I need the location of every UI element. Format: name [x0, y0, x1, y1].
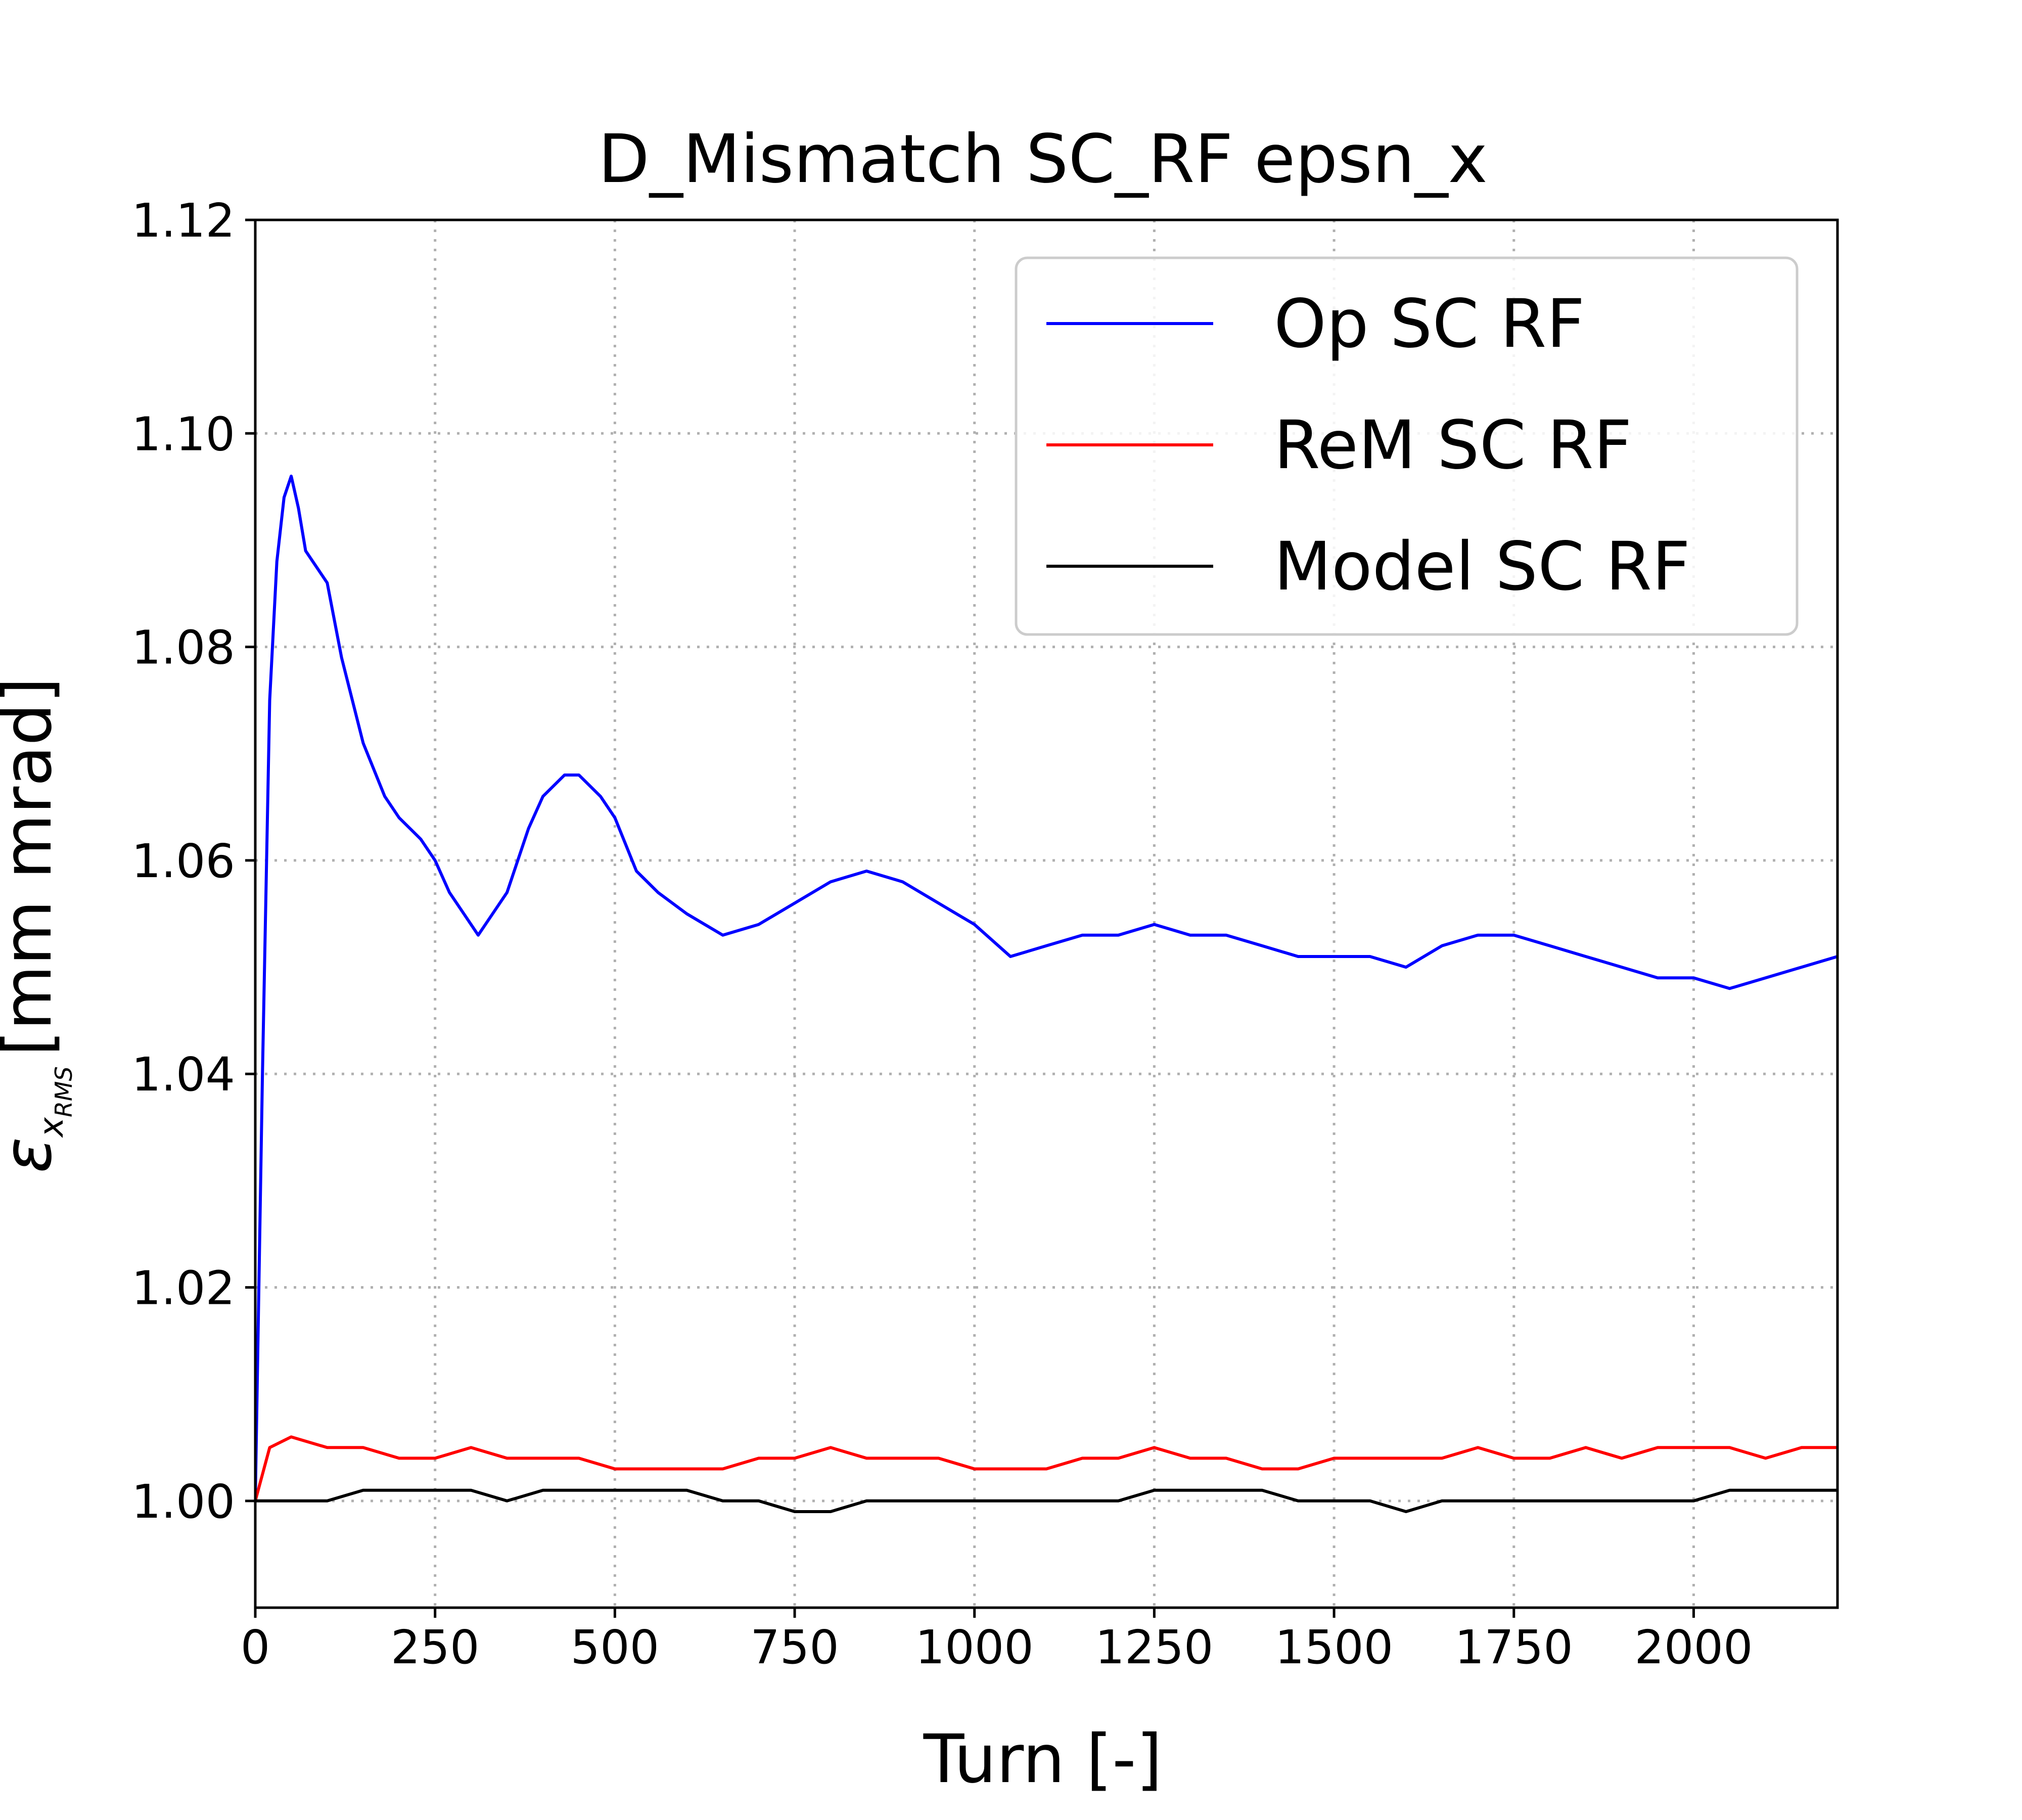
x-tick-label: 0 [241, 1620, 270, 1674]
series-line-op-sc-rf [255, 474, 1837, 1501]
y-axis-label-subscript: x [32, 1117, 71, 1138]
y-tick-label: 1.08 [131, 621, 235, 675]
x-tick-label: 500 [571, 1620, 660, 1674]
plot-frame [254, 218, 1839, 1609]
y-tick-label: 1.06 [131, 834, 235, 888]
x-tick-label: 1500 [1275, 1620, 1393, 1674]
x-tick-label: 2000 [1634, 1620, 1753, 1674]
y-axis-label-symbol: ε [0, 1137, 67, 1173]
y-axis: 1.00 1.02 1.04 1.06 1.08 1.10 1.12 [131, 194, 255, 1529]
y-axis-label-sub-subscript: RMS [50, 1066, 77, 1117]
x-tick-label: 1000 [915, 1620, 1034, 1674]
x-tick-label: 250 [391, 1620, 480, 1674]
legend-label-rem-sc-rf: ReM SC RF [1274, 406, 1632, 484]
y-tick-label: 1.04 [131, 1048, 235, 1102]
x-tick-label: 1750 [1455, 1620, 1573, 1674]
x-tick-label: 750 [750, 1620, 839, 1674]
series-line-model-sc-rf [255, 1488, 1837, 1513]
x-tick-label: 1250 [1095, 1620, 1213, 1674]
y-tick-label: 1.10 [131, 407, 235, 461]
y-tick-label: 1.02 [131, 1261, 235, 1315]
series-layer [255, 474, 1837, 1513]
y-axis-label-units: [mm mrad] [0, 677, 67, 1057]
y-tick-label: 1.00 [131, 1475, 235, 1529]
x-axis: 0 250 500 750 1000 1250 1500 1750 2000 [241, 1608, 1753, 1674]
series-line-rem-sc-rf [255, 1435, 1837, 1502]
x-axis-label: Turn [-] [923, 1720, 1162, 1798]
legend-box [1015, 256, 1799, 636]
legend-label-model-sc-rf: Model SC RF [1274, 528, 1690, 606]
y-tick-label: 1.12 [131, 194, 235, 248]
chart-title: D_Mismatch SC_RF epsn_x [598, 120, 1488, 198]
legend: Op SC RF ReM SC RF Model SC RF [1015, 256, 1799, 636]
y-axis-label: εxRMS [mm mrad] [0, 677, 77, 1173]
legend-label-op-sc-rf: Op SC RF [1274, 285, 1585, 363]
